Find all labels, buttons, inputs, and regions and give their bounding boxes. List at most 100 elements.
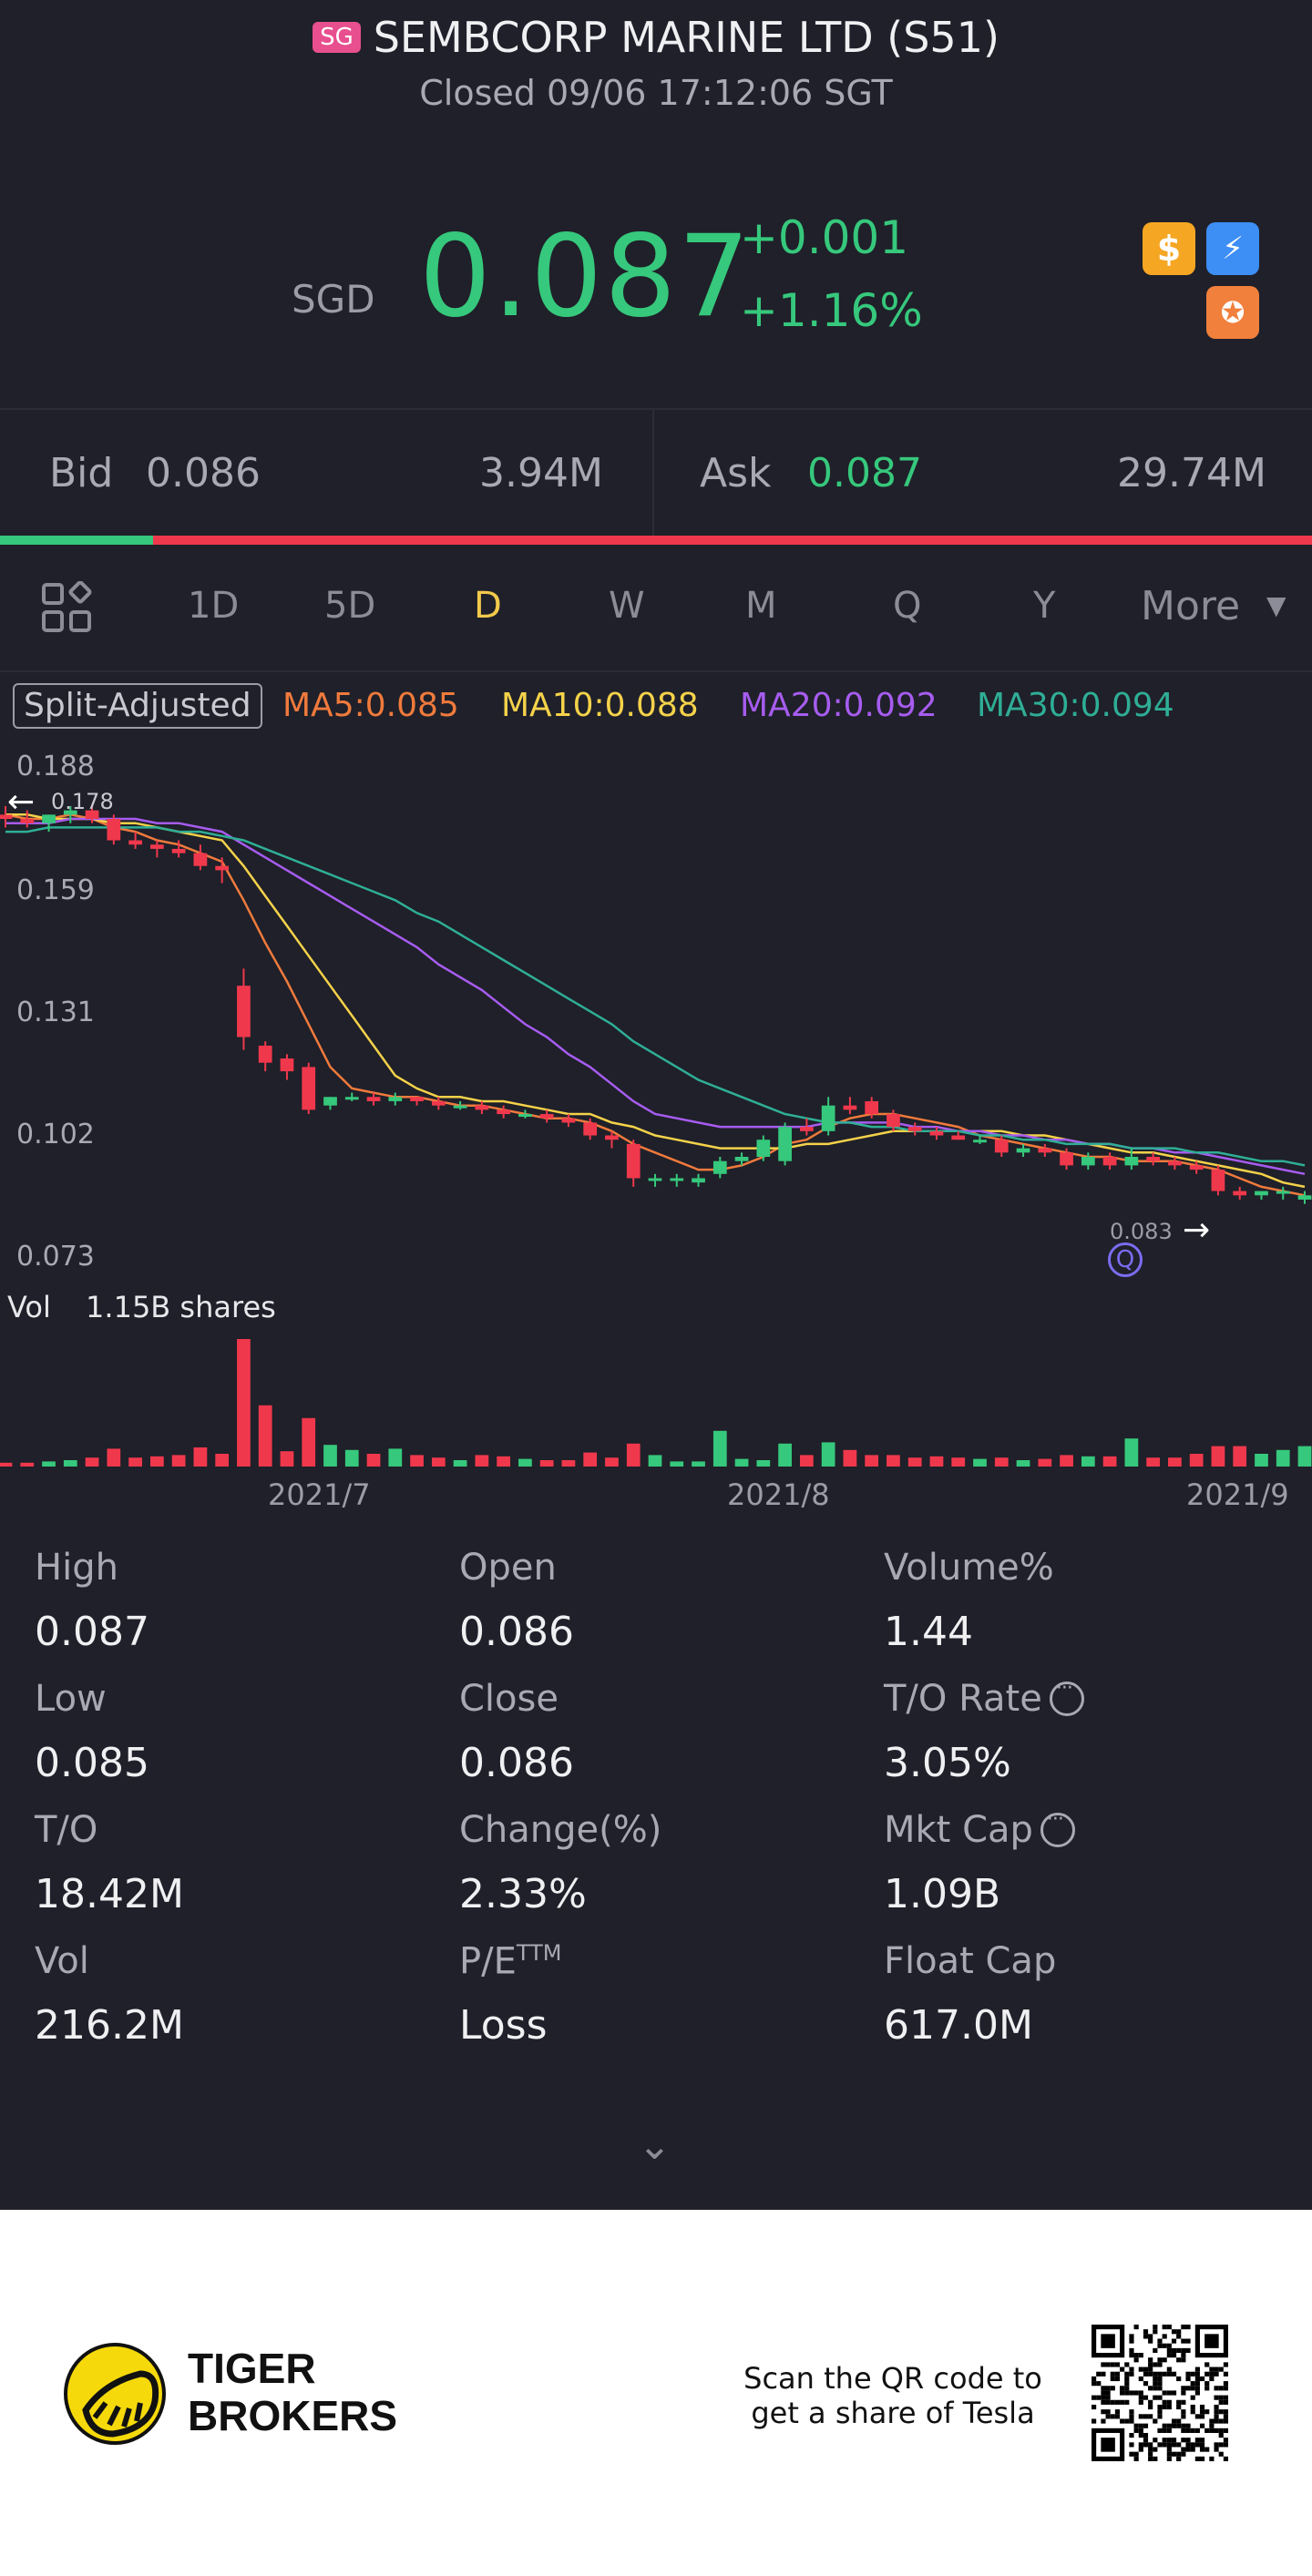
qr-caption: Scan the QR code to get a share of Tesla	[711, 2361, 1075, 2430]
candle-body	[843, 1105, 857, 1110]
tab-more[interactable]: More	[1141, 583, 1241, 629]
candle-body	[994, 1140, 1009, 1153]
bid-label: Bid	[49, 450, 114, 496]
stat-label-to-rate: T/O Rate	[884, 1677, 1084, 1720]
brand-line-2: BROKERS	[188, 2392, 398, 2439]
volume-bar	[1081, 1456, 1095, 1467]
candle-body	[280, 1058, 294, 1072]
candle-body	[258, 1045, 272, 1063]
candle-body	[1146, 1157, 1161, 1161]
ask-price: 0.087	[807, 450, 922, 496]
bid-size: 3.94M	[479, 450, 603, 496]
stat-label-to: T/O	[35, 1809, 98, 1851]
volume-bar	[323, 1445, 337, 1467]
volume-bar	[626, 1443, 641, 1467]
volume-bar	[107, 1448, 121, 1467]
candle-body	[670, 1178, 684, 1181]
candle-body	[0, 814, 13, 820]
x-tick-label: 2021/7	[268, 1477, 371, 1512]
volume-bar	[1060, 1455, 1073, 1467]
volume-bar	[799, 1455, 814, 1467]
qr-code	[1092, 2325, 1228, 2461]
volume-max: 1.15B shares	[86, 1290, 276, 1324]
tab-1d[interactable]: 1D	[188, 585, 240, 627]
volume-bar	[648, 1455, 662, 1467]
tab-y[interactable]: Y	[1033, 585, 1056, 627]
candle-body	[1276, 1191, 1290, 1194]
last-price: 0.087	[419, 211, 752, 342]
candle-body	[475, 1105, 489, 1110]
tab-5d[interactable]: 5D	[324, 585, 376, 627]
candle-body	[907, 1127, 922, 1131]
tab-q[interactable]: Q	[893, 585, 922, 627]
volume-bar	[1168, 1457, 1182, 1467]
market-badge: SG	[313, 22, 361, 53]
y-tick-label: 0.073	[16, 1241, 95, 1273]
volume-bar	[258, 1405, 272, 1467]
volume-bar	[994, 1457, 1009, 1467]
split-adjusted-toggle[interactable]: Split-Adjusted	[13, 683, 262, 729]
volume-bar	[692, 1461, 705, 1467]
right-arrow-icon: →	[1183, 1211, 1211, 1249]
x-tick-label: 2021/9	[1186, 1477, 1289, 1512]
candle-body	[302, 1067, 316, 1110]
lightning-level1-icon[interactable]: ⚡	[1206, 222, 1259, 275]
candle-body	[583, 1122, 598, 1136]
candle-body	[1233, 1191, 1247, 1196]
qr-caption-line-1: Scan the QR code to	[743, 2361, 1042, 2396]
candle-body	[107, 819, 121, 841]
volume-bar	[366, 1454, 381, 1467]
candle-body	[1297, 1195, 1312, 1200]
layout-grid-icon[interactable]	[40, 581, 95, 636]
stat-value-high: 0.087	[35, 1609, 149, 1655]
volume-bar	[1189, 1454, 1204, 1467]
stat-value-close: 0.086	[459, 1740, 574, 1786]
y-tick-label: 0.159	[16, 874, 95, 906]
options-chart-icon[interactable]: ✪	[1206, 286, 1259, 339]
volume-bar	[973, 1458, 987, 1467]
candlestick-chart[interactable]	[0, 0, 1312, 1512]
tab-w[interactable]: W	[609, 585, 645, 627]
caret-down-icon[interactable]: ▼	[1266, 590, 1286, 620]
more-info-icon[interactable]	[1049, 1677, 1084, 1716]
ask-size: 29.74M	[1117, 450, 1266, 496]
stat-label-pe-text: P/E	[459, 1940, 517, 1983]
volume-bar	[42, 1461, 56, 1467]
volume-bar	[20, 1462, 35, 1467]
stat-label-change-pct: Change(%)	[459, 1809, 662, 1851]
volume-bar	[865, 1455, 879, 1467]
dollar-icon[interactable]: $	[1143, 222, 1195, 275]
ask-label: Ask	[700, 450, 772, 496]
volume-bar	[778, 1443, 792, 1467]
low-marker-label: 0.083	[1110, 1219, 1173, 1244]
more-info-icon[interactable]	[1040, 1808, 1075, 1847]
stat-label-pe: P/ETTM	[459, 1940, 561, 1982]
market-status: Closed 09/06 17:12:06 SGT	[419, 73, 893, 113]
tab-m[interactable]: M	[745, 585, 777, 627]
stat-label-low: Low	[35, 1678, 107, 1720]
candle-body	[1060, 1152, 1073, 1166]
volume-bar	[128, 1457, 142, 1467]
volume-bar	[410, 1455, 424, 1467]
stat-label-mkt-cap: Mkt Cap	[884, 1808, 1075, 1851]
candle-body	[821, 1105, 835, 1131]
stat-value-pe: Loss	[459, 2002, 548, 2049]
high-marker-label: 0.178	[51, 789, 114, 814]
candle-body	[561, 1118, 576, 1123]
tab-d[interactable]: D	[474, 585, 502, 627]
candle-body	[237, 986, 251, 1038]
stat-label-to-rate-text: T/O Rate	[884, 1678, 1042, 1720]
stat-value-volume-pct: 1.44	[884, 1609, 973, 1655]
volume-bar	[475, 1455, 489, 1467]
volume-bar	[215, 1454, 230, 1467]
candle-body	[712, 1160, 727, 1174]
candle-body	[63, 810, 77, 815]
candle-body	[929, 1130, 944, 1136]
q-event-marker-icon[interactable]: Q	[1108, 1242, 1143, 1277]
volume-bar	[497, 1456, 511, 1467]
expand-chevron-icon[interactable]: ⌄	[638, 2122, 671, 2169]
candle-body	[756, 1140, 771, 1157]
candle-body	[388, 1097, 403, 1101]
qr-caption-line-2: get a share of Tesla	[751, 2396, 1035, 2430]
candle-body	[626, 1143, 641, 1179]
